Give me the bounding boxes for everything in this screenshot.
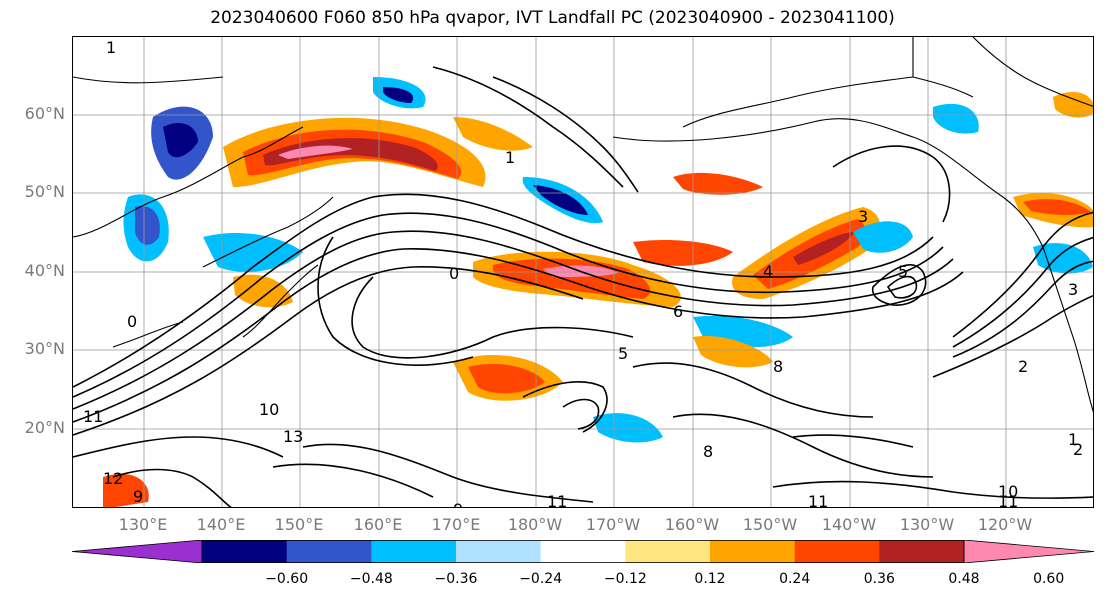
contour-label: 5 bbox=[898, 262, 908, 281]
contour-label: 8 bbox=[703, 442, 713, 461]
contour-label: 0 bbox=[449, 264, 459, 283]
colorbar-tick-label: 0.36 bbox=[863, 571, 895, 587]
lon-label: 160°E bbox=[353, 515, 403, 534]
colorbar-tick-label: 0.24 bbox=[779, 571, 811, 587]
colorbar-tick-label: 0.48 bbox=[948, 571, 980, 587]
contour-label: 1 bbox=[505, 148, 515, 167]
colorbar-tick-label: −0.12 bbox=[603, 571, 647, 587]
graticule bbox=[73, 37, 1093, 507]
colorbar-segment bbox=[371, 540, 457, 563]
contour-labels: 1 1 0 0 2 3 4 5 6 8 9 10 11 11 11 12 13 … bbox=[83, 38, 1083, 508]
contour-label: 11 bbox=[83, 407, 103, 426]
contour-label: 4 bbox=[763, 262, 773, 281]
shaded-field bbox=[103, 77, 1093, 507]
colorbar-tick-label: −0.60 bbox=[265, 571, 309, 587]
contour-label: 1 bbox=[1068, 430, 1078, 449]
contour-label: 2 bbox=[1018, 357, 1028, 376]
lon-label: 130°W bbox=[899, 515, 955, 534]
contour-label: 5 bbox=[618, 344, 628, 363]
lat-label: 20°N bbox=[24, 418, 65, 437]
coastlines bbox=[73, 37, 1093, 413]
contour-label: 10 bbox=[259, 400, 279, 419]
colorbar-tick-label: −0.48 bbox=[349, 571, 393, 587]
contour-label: 1 bbox=[106, 38, 116, 57]
contour-label: 3 bbox=[1068, 280, 1078, 299]
colorbar-segment bbox=[794, 540, 880, 563]
lat-label: 30°N bbox=[24, 339, 65, 358]
contour-label: 12 bbox=[103, 469, 123, 488]
contour-label: 11 bbox=[998, 492, 1018, 508]
contour-label: 8 bbox=[773, 357, 783, 376]
colorbar-tick-label: 0.60 bbox=[1033, 571, 1065, 587]
lon-label: 170°W bbox=[585, 515, 641, 534]
contour-label: 3 bbox=[858, 207, 868, 226]
colorbar-tick-label: 0.12 bbox=[694, 571, 726, 587]
lon-label: 140°W bbox=[821, 515, 877, 534]
colorbar bbox=[72, 540, 1094, 563]
colorbar-segment bbox=[625, 540, 711, 563]
contour-label: 11 bbox=[808, 492, 828, 508]
contour-label: 10 bbox=[998, 482, 1018, 501]
lon-label: 150°E bbox=[274, 515, 324, 534]
colorbar-segment bbox=[710, 540, 796, 563]
lon-label: 180°W bbox=[507, 515, 563, 534]
contour-label: 2 bbox=[1073, 440, 1083, 459]
colorbar-extend-max bbox=[963, 540, 1094, 563]
contours bbox=[73, 66, 1093, 507]
plot-title: 2023040600 F060 850 hPa qvapor, IVT Land… bbox=[210, 8, 895, 28]
lon-label: 130°E bbox=[118, 515, 168, 534]
contour-label: 9 bbox=[133, 487, 143, 506]
colorbar-segments bbox=[72, 540, 1094, 563]
contour-label: 6 bbox=[673, 302, 683, 321]
contour-label: 0 bbox=[127, 312, 137, 331]
map-panel: 1 1 0 0 2 3 4 5 6 8 9 10 11 11 11 12 13 … bbox=[72, 36, 1094, 508]
colorbar-tick-label: −0.36 bbox=[434, 571, 478, 587]
colorbar-segment bbox=[456, 540, 542, 563]
lat-label: 60°N bbox=[24, 104, 65, 123]
lat-label: 40°N bbox=[24, 261, 65, 280]
contour-label: 13 bbox=[283, 427, 303, 446]
colorbar-segment bbox=[879, 540, 965, 563]
lon-label: 120°W bbox=[977, 515, 1033, 534]
contour-label: 11 bbox=[547, 492, 567, 508]
colorbar-tick-label: −0.24 bbox=[519, 571, 563, 587]
lon-label: 160°W bbox=[664, 515, 720, 534]
colorbar-segment bbox=[286, 540, 372, 563]
colorbar-segment bbox=[540, 540, 626, 563]
lat-label: 50°N bbox=[24, 182, 65, 201]
contour-label: 9 bbox=[453, 500, 463, 508]
map-canvas: 1 1 0 0 2 3 4 5 6 8 9 10 11 11 11 12 13 … bbox=[73, 37, 1093, 508]
lon-label: 150°W bbox=[742, 515, 798, 534]
colorbar-segment bbox=[202, 540, 288, 563]
lon-label: 140°E bbox=[196, 515, 246, 534]
colorbar-extend-min bbox=[72, 540, 203, 563]
lon-label: 170°E bbox=[431, 515, 481, 534]
